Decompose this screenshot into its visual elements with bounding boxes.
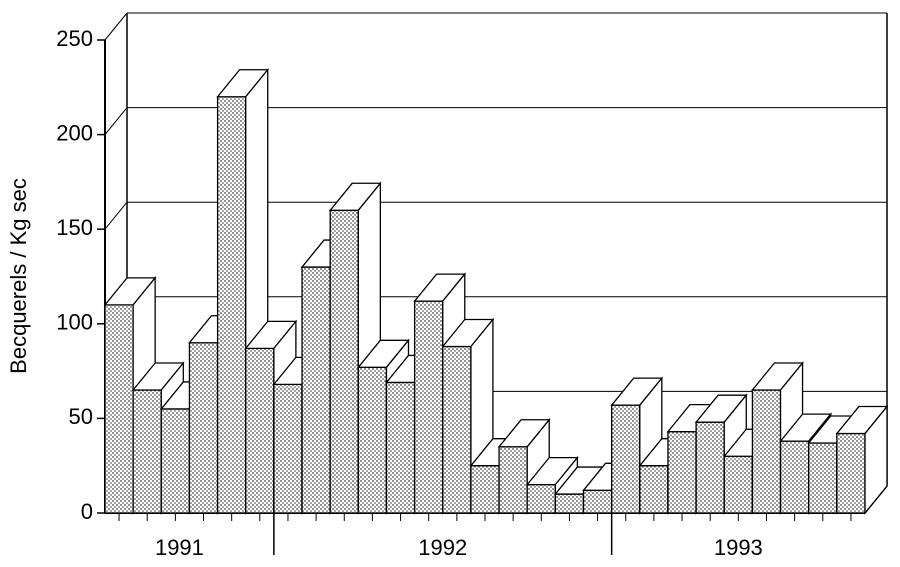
y-tick-label: 0 [81, 499, 93, 524]
bar [245, 347, 275, 514]
bar [526, 483, 557, 514]
bar [301, 266, 331, 514]
bar [779, 440, 810, 514]
bar [611, 404, 641, 514]
bar [216, 96, 247, 514]
bar [639, 465, 669, 514]
y-axis-label: Becquerels / Kg sec [6, 178, 31, 374]
bar-side [864, 404, 888, 515]
y-tick-label: 150 [56, 215, 93, 240]
group-label: 1991 [155, 535, 204, 560]
bar [554, 493, 585, 514]
bar [442, 345, 472, 514]
bar [160, 408, 191, 514]
bar [132, 389, 162, 514]
bar [667, 430, 697, 514]
bar [413, 300, 444, 514]
bar [329, 209, 359, 514]
bar [836, 432, 866, 514]
y-tick-label: 200 [56, 120, 93, 145]
bar [695, 421, 725, 514]
grid-line-oblique [104, 201, 128, 230]
bar [188, 342, 219, 514]
bar [582, 489, 613, 514]
bar [273, 383, 303, 514]
bar [498, 446, 528, 514]
bar [385, 381, 416, 514]
bar [723, 455, 754, 514]
bar [357, 366, 388, 514]
y-tick-label: 250 [56, 26, 93, 51]
y-tick-label: 50 [69, 404, 93, 429]
grid-line-oblique [104, 12, 128, 41]
bar [808, 442, 838, 514]
group-label: 1992 [418, 535, 467, 560]
group-label: 1993 [714, 535, 763, 560]
y-tick-label: 100 [56, 310, 93, 335]
bar [104, 304, 134, 514]
bar [470, 465, 500, 514]
bar [751, 389, 782, 514]
grid-line-oblique [104, 107, 128, 135]
